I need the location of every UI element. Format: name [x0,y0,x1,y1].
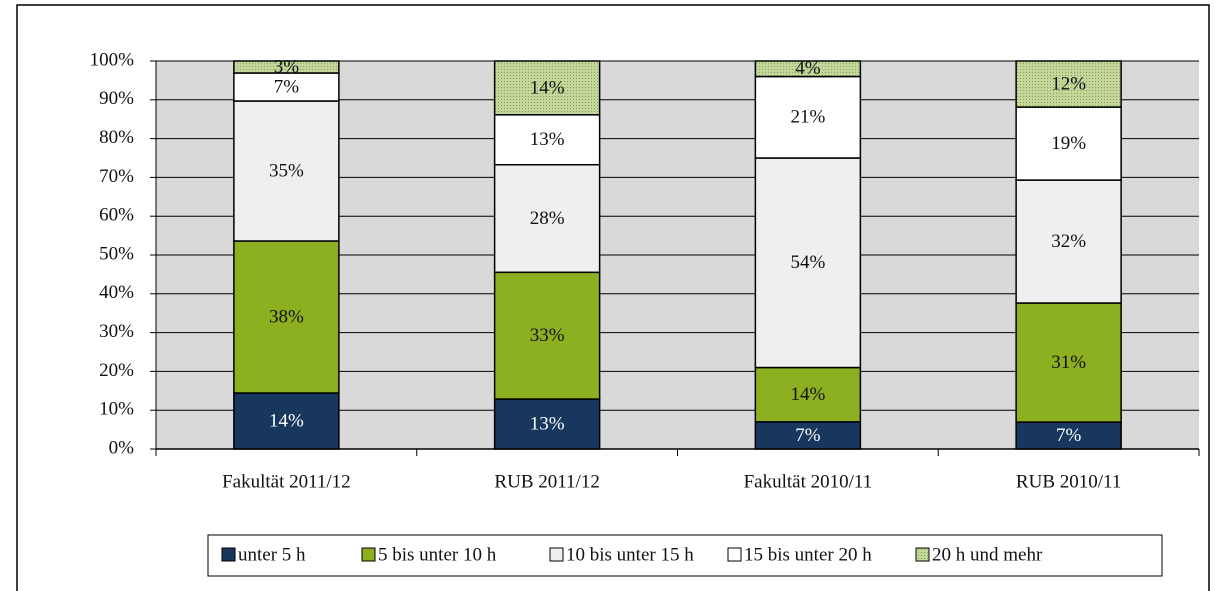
y-tick-label: 70% [99,166,134,187]
data-label: 7% [795,425,821,446]
legend-box [207,534,1163,577]
data-label: 38% [269,306,304,327]
data-label: 19% [1051,133,1086,154]
data-label: 54% [790,252,825,273]
legend-label: 15 bis unter 20 h [744,544,872,565]
bar-segment [754,75,862,159]
data-label: 14% [269,410,304,431]
bar-segment [493,60,601,116]
y-tick-label: 90% [99,88,134,109]
data-label: 14% [790,384,825,405]
y-tick-label: 80% [99,127,134,148]
data-label: 35% [269,160,304,181]
bar-segment [754,421,862,450]
y-tick-label: 30% [99,321,134,342]
y-tick-label: 40% [99,282,134,303]
x-tick-label: Fakultät 2011/12 [222,471,351,492]
data-label: 4% [795,58,821,79]
legend-label: unter 5 h [238,544,306,565]
legend-swatch [727,547,742,562]
y-tick-label: 20% [99,360,134,381]
y-tick-label: 50% [99,243,134,264]
bar-segment [1015,302,1122,423]
bar-segment [233,72,340,102]
legend-swatch [221,547,236,562]
bar-segment [493,271,601,400]
data-label: 3% [274,56,300,77]
legend-swatch [915,547,930,562]
bar-segment [493,398,601,450]
bar-segment [493,163,601,274]
data-label: 14% [530,77,565,98]
legend-swatch [549,547,564,562]
data-label: 13% [530,129,565,150]
bar-segment [233,60,340,74]
bar-segment [233,392,340,450]
bar-segment [1015,179,1122,304]
bar-segment [754,366,862,423]
y-tick-label: 0% [109,437,135,458]
x-tick-label: Fakultät 2010/11 [744,471,873,492]
x-tick-label: RUB 2011/12 [494,471,599,492]
legend-label: 20 h und mehr [932,544,1043,565]
x-tick-label: RUB 2010/11 [1016,471,1121,492]
bar-segment [233,240,340,394]
data-label: 7% [1056,425,1082,446]
legend-swatch [361,547,376,562]
y-tick-label: 100% [90,49,135,70]
legend-label: 5 bis unter 10 h [378,544,497,565]
y-tick-label: 60% [99,205,134,226]
data-label: 33% [530,325,565,346]
bar-segment [754,60,862,78]
data-label: 31% [1051,352,1086,373]
data-label: 28% [530,208,565,229]
legend-label: 10 bis unter 15 h [566,544,694,565]
bar-segment [1015,60,1122,108]
data-label: 12% [1051,73,1086,94]
data-label: 21% [790,107,825,128]
data-label: 13% [530,413,565,434]
data-label: 32% [1051,231,1086,252]
bar-segment [233,100,340,242]
bar-segment [493,114,601,166]
y-tick-label: 10% [99,399,134,420]
data-label: 7% [274,76,300,97]
